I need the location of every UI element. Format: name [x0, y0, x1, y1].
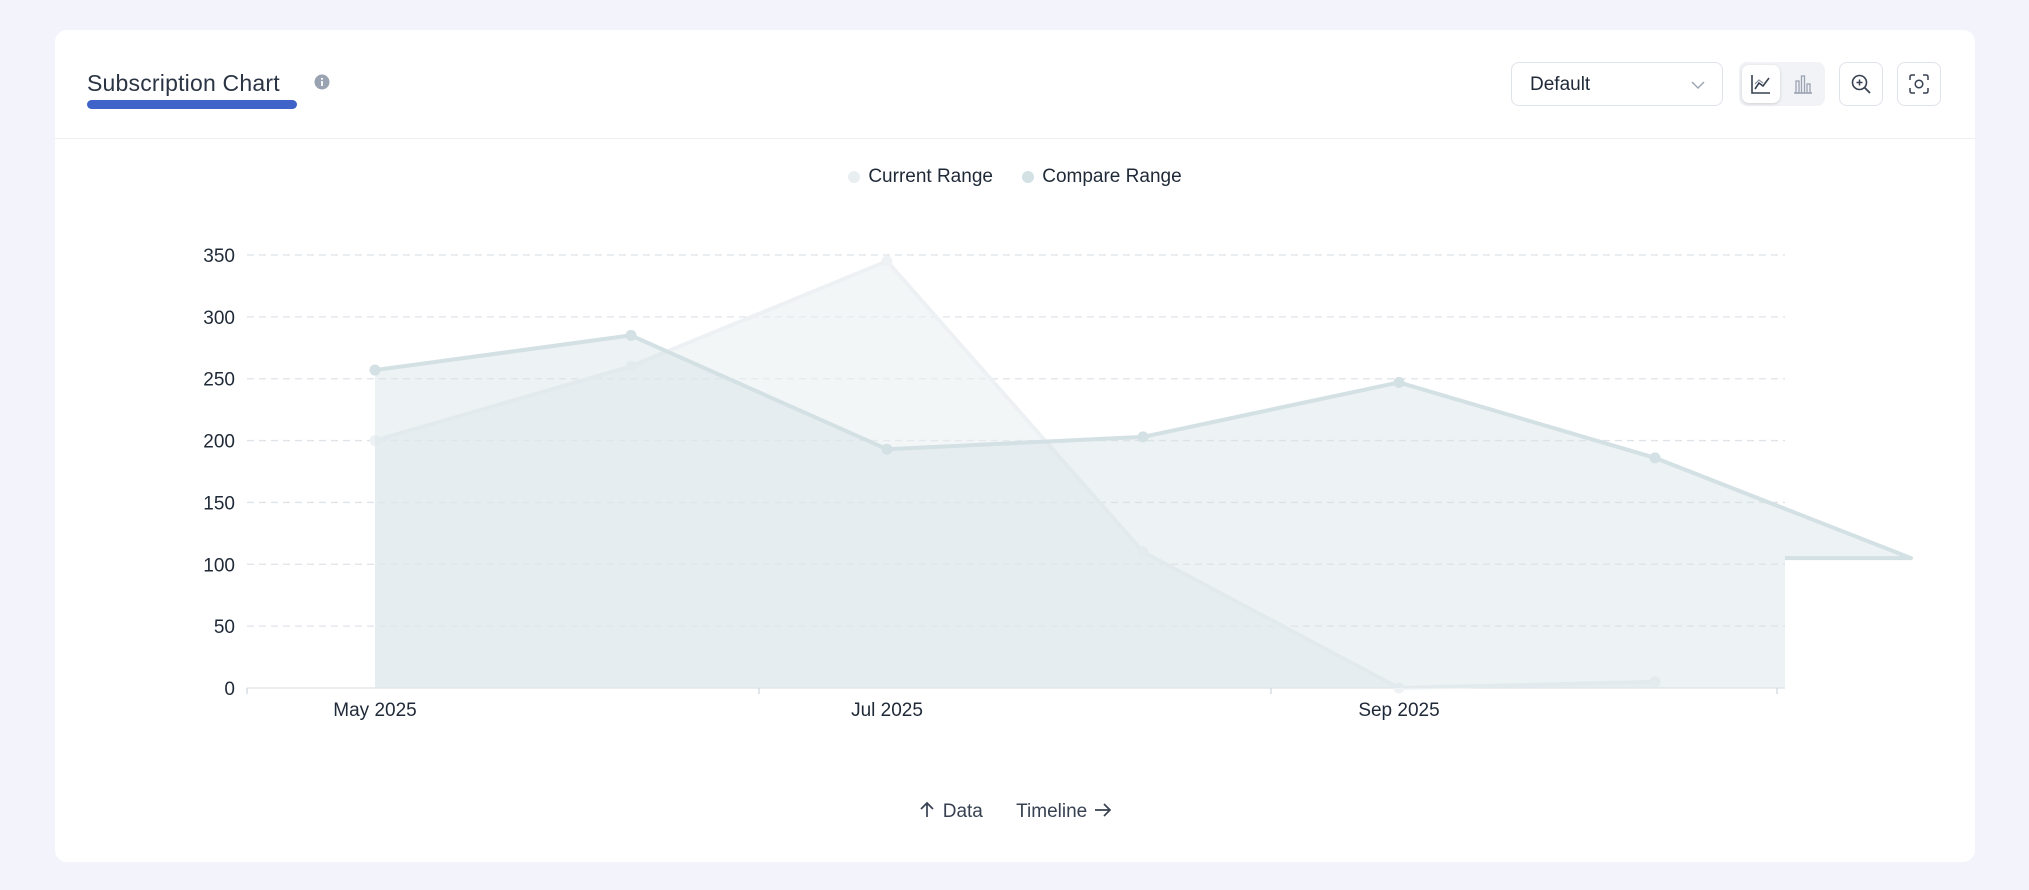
data-point-compare-range [1649, 452, 1661, 464]
screenshot-icon [1909, 74, 1929, 94]
data-point-current-range [1393, 682, 1405, 694]
y-tick-label: 100 [203, 555, 235, 576]
range-select-value: Default [1530, 74, 1591, 95]
chart-type-toggle [1739, 62, 1825, 106]
zoom-button[interactable] [1839, 62, 1883, 106]
y-tick-label: 200 [203, 432, 235, 453]
data-point-compare-range [881, 443, 893, 455]
y-tick-label: 250 [203, 370, 235, 391]
legend-item-compare-range[interactable]: Compare Range [1022, 166, 1182, 188]
area-chart: 0 50 100 150 200 250 300 350 May 2025 Jul 2025 Sep… [203, 246, 1913, 721]
data-axis-toggle[interactable]: Data [917, 800, 983, 823]
data-point-compare-range [1137, 431, 1149, 443]
range-select[interactable]: Default [1511, 62, 1723, 106]
legend-label-current-range: Current Range [868, 166, 993, 187]
timeline-axis-toggle[interactable]: Timeline [1016, 800, 1112, 823]
y-tick-label: 150 [203, 493, 235, 514]
series-line-compare-range [374, 333, 1913, 561]
data-point-current-range [369, 435, 381, 447]
screenshot-button[interactable] [1897, 62, 1941, 106]
y-tick-label: 0 [224, 679, 235, 700]
card-header: Subscription Chart Default [55, 30, 1975, 139]
data-point-compare-range [1393, 376, 1405, 388]
series-line-current-range [374, 259, 1656, 690]
y-tick-label: 50 [214, 617, 235, 638]
arrow-up-icon [920, 801, 935, 817]
bar-chart-button[interactable] [1784, 65, 1822, 103]
data-point-current-range [1649, 676, 1661, 688]
legend-label-compare-range: Compare Range [1042, 166, 1182, 187]
y-tick-label: 300 [203, 308, 235, 329]
series-area-compare-range [375, 335, 1911, 688]
legend-marker-compare-range [1022, 171, 1035, 183]
chart-footer: Data Timeline [55, 800, 1975, 830]
series-area-current-range [375, 261, 1655, 688]
y-tick-label: 350 [203, 246, 235, 267]
data-point-current-range [625, 360, 637, 372]
title-underline [87, 100, 297, 109]
legend-item-current-range[interactable]: Current Range [848, 166, 993, 188]
bar-chart-icon [1794, 75, 1812, 94]
x-tick-label: May 2025 [333, 700, 416, 721]
data-label: Data [942, 801, 983, 822]
x-tick-label: Jul 2025 [851, 700, 923, 721]
page-title: Subscription Chart [87, 70, 280, 96]
data-point-compare-range [369, 364, 381, 376]
arrow-right-icon [1094, 803, 1111, 817]
data-point-compare-range [625, 329, 637, 341]
zoom-in-icon [1851, 74, 1871, 94]
line-chart-button[interactable] [1742, 65, 1780, 103]
data-point-current-range [1137, 546, 1149, 558]
line-chart-icon [1751, 75, 1770, 94]
chevron-down-icon [1691, 81, 1705, 89]
chart-card: Subscription Chart Default [55, 30, 1975, 862]
data-point-current-range [881, 255, 893, 267]
timeline-label: Timeline [1016, 801, 1088, 822]
x-tick-label: Sep 2025 [1358, 700, 1439, 721]
chart-legend: Current Range Compare Range [55, 166, 1975, 192]
info-icon[interactable] [314, 74, 330, 90]
legend-marker-current-range [848, 171, 861, 183]
